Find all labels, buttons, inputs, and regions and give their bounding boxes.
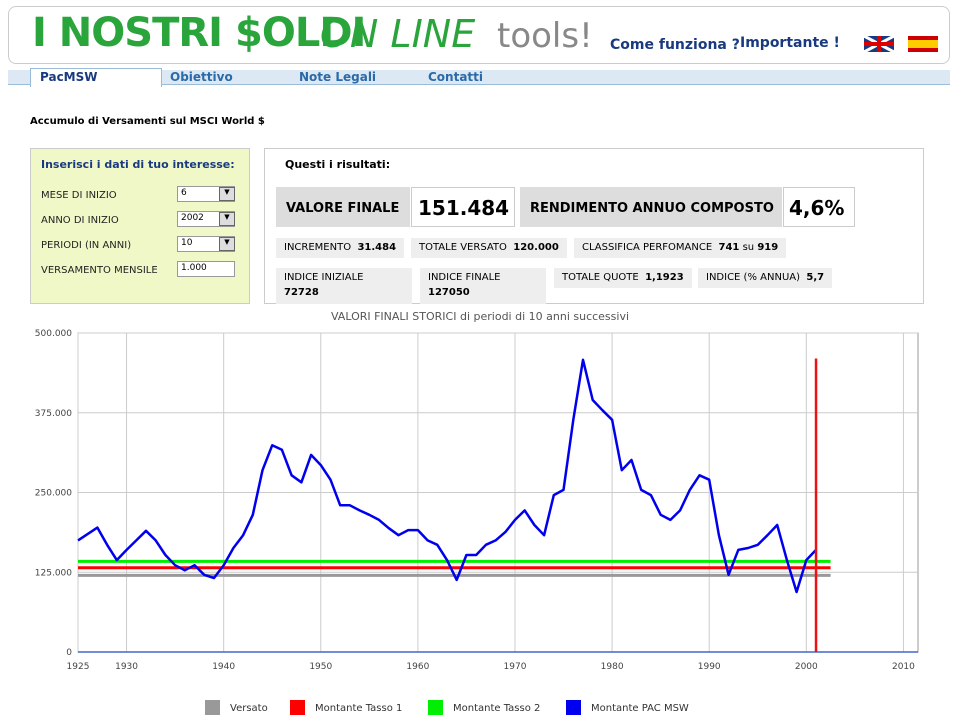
legend-swatch	[205, 700, 220, 715]
tab[interactable]: Note Legali	[299, 70, 377, 84]
page-title: Accumulo di Versamenti sul MSCI World $	[30, 116, 265, 127]
x-tick-label: 1925	[67, 662, 90, 672]
y-tick-label: 500.000	[35, 329, 72, 339]
chart: VALORI FINALI STORICI di periodi di 10 a…	[0, 304, 960, 720]
results-panel	[264, 148, 924, 304]
result-cell: INCREMENTO 31.484	[276, 238, 405, 258]
logo: I NOSTRI $OLDI	[32, 10, 366, 56]
cell-value: 919	[757, 242, 779, 253]
nav-link[interactable]: Importante !	[740, 35, 840, 51]
logo-italic: ON LINE	[320, 12, 476, 56]
x-tick-label: 1930	[115, 662, 138, 672]
legend-swatch	[566, 700, 581, 715]
result-value-box	[783, 187, 855, 227]
flags[interactable]	[862, 34, 942, 54]
cell-label: TOTALE VERSATO	[419, 242, 507, 253]
result-cell: INDICE FINALE 127050	[420, 268, 546, 304]
cell-value: 120.000	[513, 242, 559, 253]
dropdown-button[interactable]: ▼	[219, 212, 235, 226]
y-tick-label: 0	[66, 648, 72, 658]
cell-sep: su	[742, 242, 755, 253]
series-line	[77, 358, 817, 594]
result-label-box	[276, 187, 410, 227]
result-cell: INDICE INIZIALE 72728	[276, 268, 412, 304]
cell-label: INDICE FINALE	[428, 272, 501, 283]
y-tick-label: 375.000	[35, 409, 72, 419]
active-tab	[30, 68, 162, 87]
tab[interactable]: PacMSW	[40, 70, 98, 84]
cell-label: TOTALE QUOTE	[562, 272, 639, 283]
x-tick-label: 1990	[698, 662, 721, 672]
cell-value: 31.484	[357, 242, 397, 253]
chart-title: VALORI FINALI STORICI di periodi di 10 a…	[331, 310, 629, 323]
cell-label: INCREMENTO	[284, 242, 352, 253]
results-title: Questi i risultati:	[285, 158, 391, 171]
cell-value: 741	[718, 242, 740, 253]
x-tick-label: 2000	[795, 662, 818, 672]
tab[interactable]: Obiettivo	[170, 70, 233, 84]
result-cell: TOTALE VERSATO 120.000	[411, 238, 567, 258]
result-value-box	[411, 187, 515, 227]
field-label: MESE DI INIZIO	[41, 190, 117, 201]
cell-value: 72728	[284, 287, 319, 298]
tab[interactable]: Contatti	[428, 70, 484, 84]
legend-label: Versato	[230, 703, 268, 714]
field-label: VERSAMENTO MENSILE	[41, 265, 158, 276]
dropdown-button[interactable]: ▼	[219, 237, 235, 251]
result-cell: TOTALE QUOTE 1,1923	[554, 268, 692, 288]
y-tick-label: 125.000	[35, 568, 72, 578]
logo-tools: tools!	[497, 16, 593, 56]
cell-label: INDICE (% ANNUA)	[706, 272, 801, 283]
x-tick-label: 2010	[892, 662, 915, 672]
field-input[interactable]: 1.000	[177, 261, 235, 277]
cell-label: CLASSIFICA PERFOMANCE	[582, 242, 713, 253]
legend-label: Montante Tasso 2	[453, 703, 540, 714]
legend-swatch	[428, 700, 443, 715]
x-tick-label: 1980	[601, 662, 624, 672]
x-tick-label: 1950	[309, 662, 332, 672]
y-tick-label: 250.000	[35, 489, 72, 499]
legend-swatch	[290, 700, 305, 715]
x-tick-label: 1970	[504, 662, 527, 672]
result-label: RENDIMENTO ANNUO COMPOSTO	[530, 201, 774, 216]
result-label: VALORE FINALE	[286, 201, 400, 216]
cell-label: INDICE INIZIALE	[284, 272, 364, 283]
form-title: Inserisci i dati di tuo interesse:	[41, 158, 235, 171]
dropdown-button[interactable]: ▼	[219, 187, 235, 201]
result-cell: INDICE (% ANNUA) 5,7	[698, 268, 833, 288]
header	[8, 6, 950, 64]
cell-value: 127050	[428, 287, 470, 298]
tab-bar	[8, 70, 950, 85]
legend-label: Montante Tasso 1	[315, 703, 402, 714]
x-tick-label: 1940	[212, 662, 235, 672]
result-cell: CLASSIFICA PERFOMANCE 741 su 919	[574, 238, 787, 258]
nav-link[interactable]: Come funziona ?	[610, 37, 740, 53]
result-value: 151.484	[418, 196, 510, 220]
legend-label: Montante PAC MSW	[591, 703, 689, 714]
cell-value: 1,1923	[645, 272, 684, 283]
field-label: PERIODI (IN ANNI)	[41, 240, 132, 251]
result-label-box	[520, 187, 782, 227]
cell-value: 5,7	[806, 272, 825, 283]
field-label: ANNO DI INIZIO	[41, 215, 119, 226]
result-value: 4,6%	[789, 196, 845, 220]
x-tick-label: 1960	[406, 662, 429, 672]
